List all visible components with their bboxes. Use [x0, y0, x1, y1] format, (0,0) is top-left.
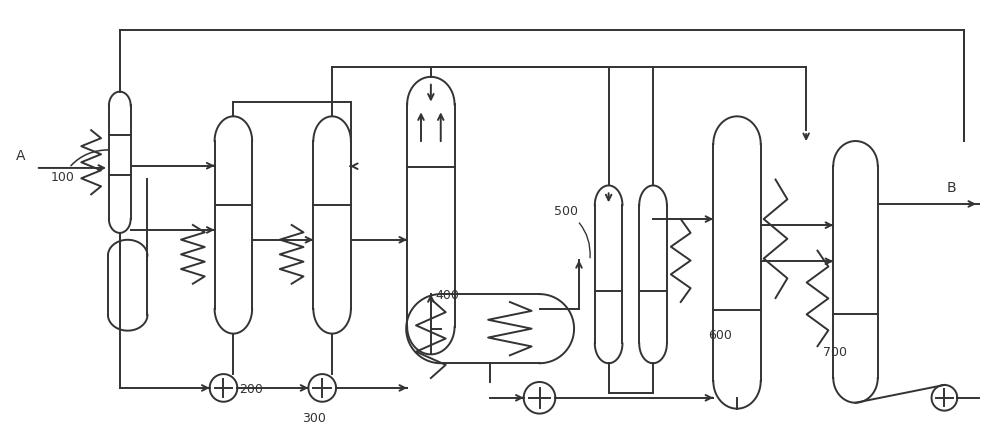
Text: 200: 200: [239, 383, 263, 396]
Text: A: A: [16, 149, 26, 163]
Text: 700: 700: [823, 346, 847, 359]
Text: 500: 500: [554, 205, 590, 258]
Text: 400: 400: [436, 289, 460, 302]
Text: 600: 600: [708, 329, 732, 342]
Text: B: B: [946, 181, 956, 195]
Text: 100: 100: [51, 150, 109, 184]
Text: 300: 300: [302, 413, 326, 425]
